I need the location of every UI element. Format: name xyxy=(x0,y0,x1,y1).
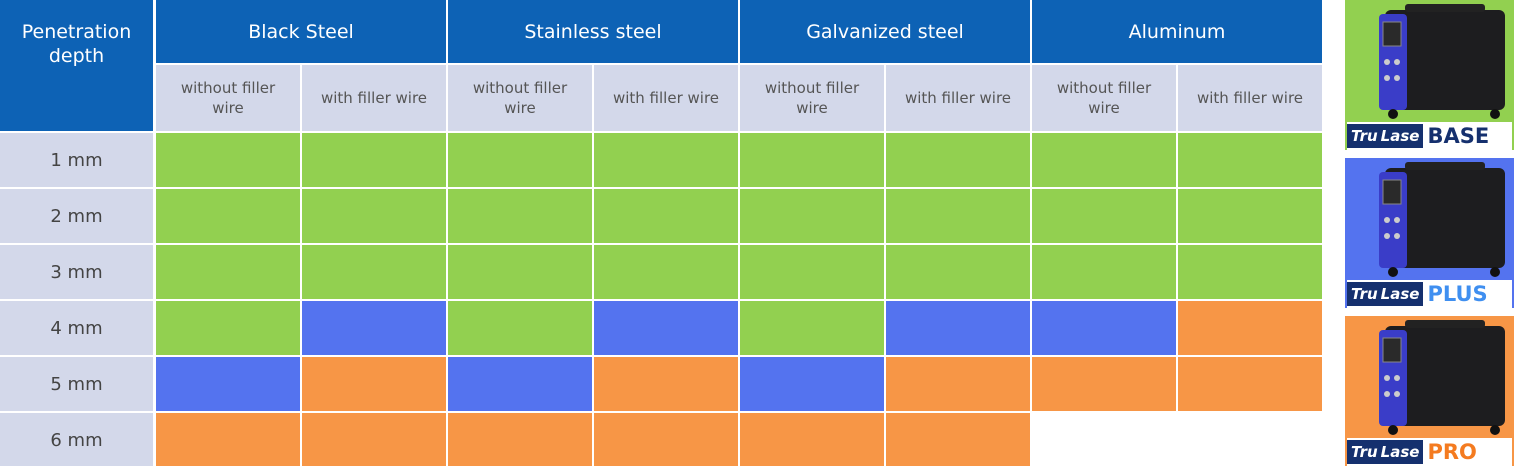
cell xyxy=(886,133,1030,187)
row-label: 4 mm xyxy=(0,301,153,355)
cell xyxy=(594,301,738,355)
cell xyxy=(302,133,446,187)
cell xyxy=(302,245,446,299)
brand-prefix: Tru xyxy=(1351,127,1378,145)
cell xyxy=(448,357,592,411)
product-logo: Tru Lase PRO xyxy=(1347,438,1512,466)
tier-name: PRO xyxy=(1427,440,1477,464)
cell xyxy=(156,189,300,243)
cell xyxy=(740,357,884,411)
cell xyxy=(594,413,738,466)
sub-header: without filler wire xyxy=(448,65,592,131)
row-label: 6 mm xyxy=(0,413,153,466)
cell xyxy=(886,245,1030,299)
cell xyxy=(594,189,738,243)
machine-image xyxy=(1379,320,1505,435)
group-header: Aluminum xyxy=(1032,0,1322,63)
cell xyxy=(156,301,300,355)
product-logo: Tru Lase BASE xyxy=(1347,122,1512,150)
sub-header: with filler wire xyxy=(594,65,738,131)
row-label: 5 mm xyxy=(0,357,153,411)
corner-header: Penetration depth xyxy=(0,0,153,131)
sub-header: without filler wire xyxy=(740,65,884,131)
tier-name: PLUS xyxy=(1427,282,1488,306)
cell xyxy=(740,133,884,187)
cell xyxy=(886,301,1030,355)
cell xyxy=(1032,189,1176,243)
row-label: 1 mm xyxy=(0,133,153,187)
sub-header: without filler wire xyxy=(156,65,300,131)
cell xyxy=(302,357,446,411)
machine-image xyxy=(1379,4,1505,119)
machine-image xyxy=(1379,162,1505,277)
cell xyxy=(1178,301,1322,355)
cell xyxy=(448,189,592,243)
brand-suffix: Lase xyxy=(1380,127,1420,145)
brand: Tru Lase xyxy=(1347,282,1424,306)
cell xyxy=(302,189,446,243)
sub-header: with filler wire xyxy=(1178,65,1322,131)
cell xyxy=(302,301,446,355)
brand: Tru Lase xyxy=(1347,124,1424,148)
cell xyxy=(886,413,1030,466)
cell xyxy=(740,301,884,355)
cell xyxy=(1178,357,1322,411)
group-header: Stainless steel xyxy=(448,0,738,63)
cell xyxy=(1032,133,1176,187)
cell xyxy=(594,245,738,299)
row-label: 3 mm xyxy=(0,245,153,299)
group-header: Black Steel xyxy=(156,0,446,63)
product-card: Tru Lase PLUS xyxy=(1345,158,1514,308)
cell xyxy=(1178,189,1322,243)
cell xyxy=(156,133,300,187)
cell xyxy=(156,245,300,299)
product-logo: Tru Lase PLUS xyxy=(1347,280,1512,308)
cell xyxy=(1032,245,1176,299)
cell xyxy=(594,357,738,411)
row-label: 2 mm xyxy=(0,189,153,243)
cell xyxy=(740,245,884,299)
cell xyxy=(1178,133,1322,187)
cell xyxy=(594,133,738,187)
cell xyxy=(1032,301,1176,355)
product-card: Tru Lase PRO xyxy=(1345,316,1514,466)
cell xyxy=(886,189,1030,243)
sub-header: with filler wire xyxy=(886,65,1030,131)
cell xyxy=(740,189,884,243)
brand-suffix: Lase xyxy=(1380,443,1420,461)
cell xyxy=(448,413,592,466)
cell xyxy=(740,413,884,466)
sub-header: with filler wire xyxy=(302,65,446,131)
brand-suffix: Lase xyxy=(1380,285,1420,303)
cell xyxy=(302,413,446,466)
brand-prefix: Tru xyxy=(1351,285,1378,303)
cell xyxy=(1178,245,1322,299)
sub-header: without filler wire xyxy=(1032,65,1176,131)
group-header: Galvanized steel xyxy=(740,0,1030,63)
tier-name: BASE xyxy=(1427,124,1490,148)
product-card: Tru Lase BASE xyxy=(1345,0,1514,150)
cell xyxy=(448,245,592,299)
cell xyxy=(448,301,592,355)
brand: Tru Lase xyxy=(1347,440,1424,464)
cell xyxy=(448,133,592,187)
cell xyxy=(156,357,300,411)
cell xyxy=(886,357,1030,411)
cell xyxy=(1032,357,1176,411)
cell xyxy=(156,413,300,466)
brand-prefix: Tru xyxy=(1351,443,1378,461)
